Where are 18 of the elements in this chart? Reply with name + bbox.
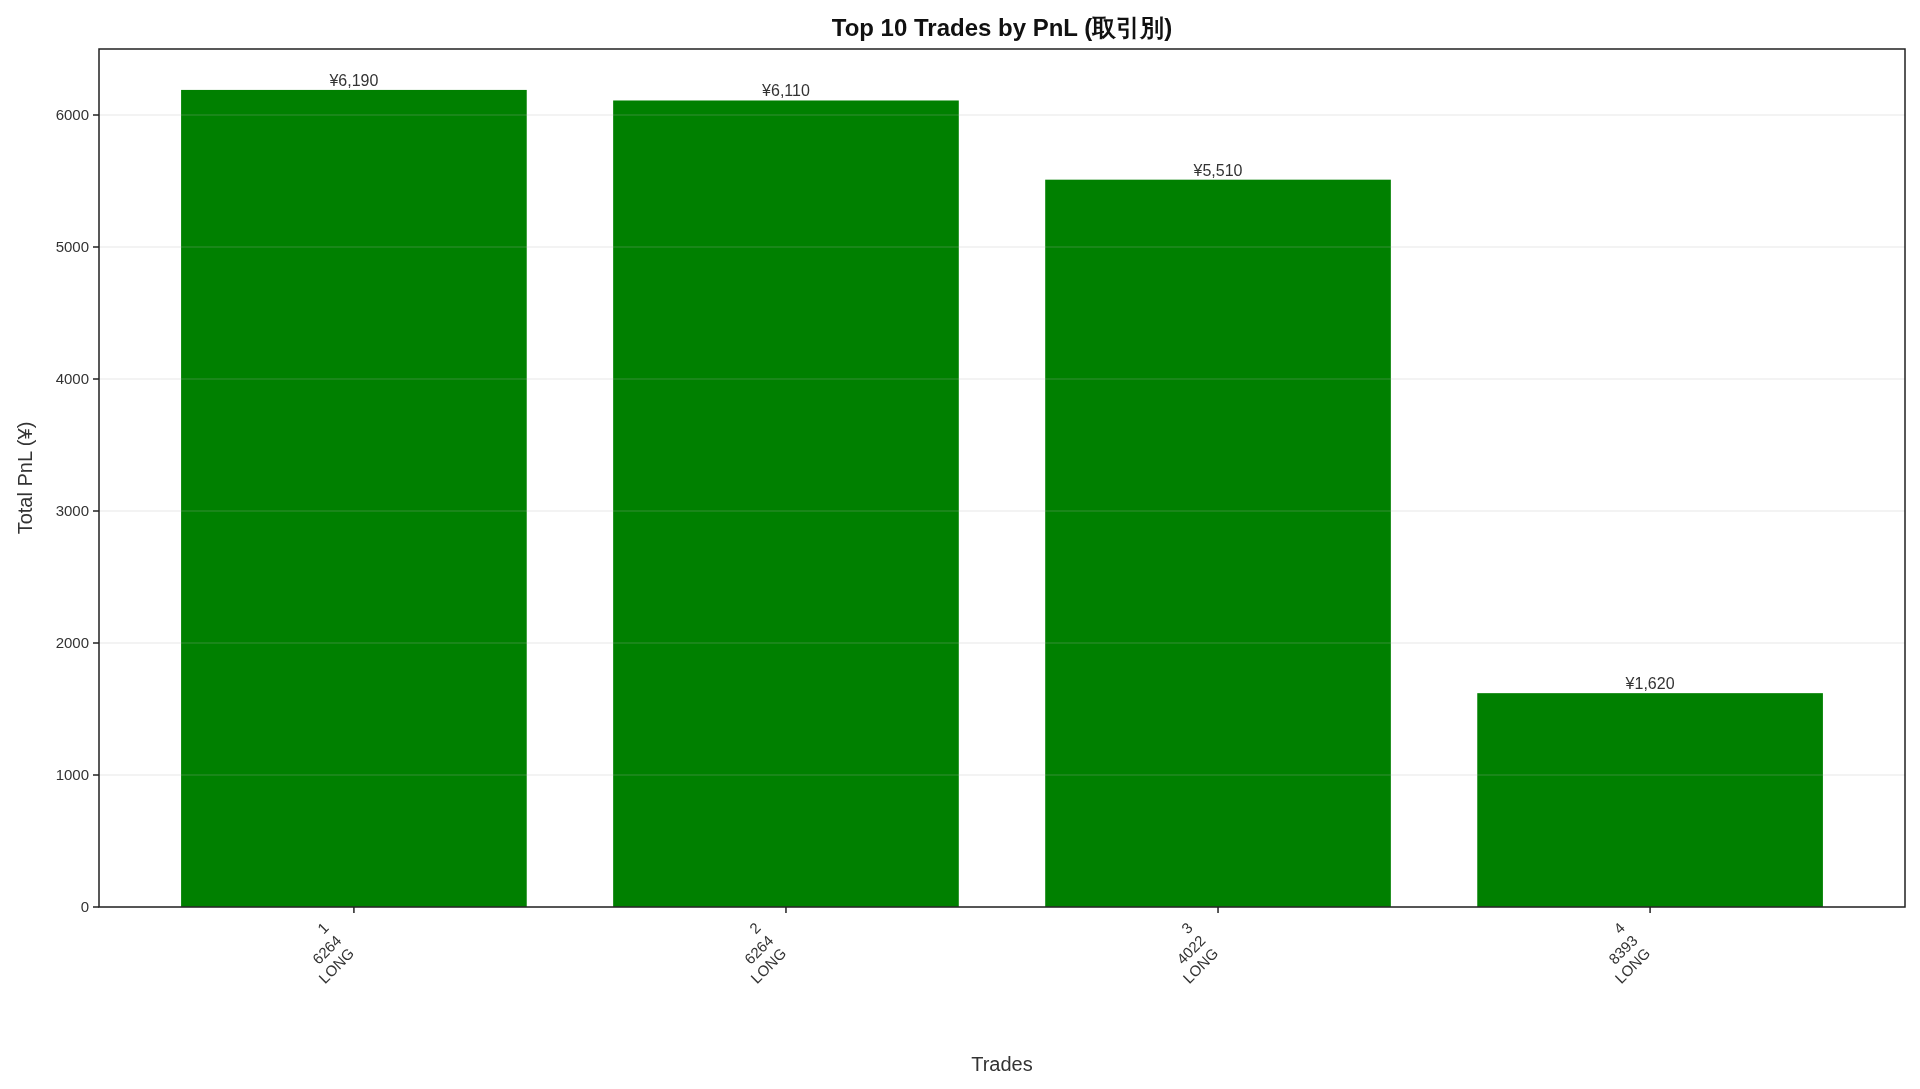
data-label: ¥5,510 [1192,161,1243,179]
y-tick-label: 3000 [55,502,89,520]
bar [1477,693,1823,907]
x-axis-title: Trades [971,1053,1033,1075]
y-tick-label: 2000 [55,634,89,652]
y-axis-title: Total PnL (¥) [14,421,36,535]
y-tick-label: 4000 [55,370,89,388]
bar [1045,179,1391,907]
y-tick-label: 1000 [55,766,89,784]
chart-title: Top 10 Trades by PnL (取引別) [831,14,1173,41]
bar [613,100,959,907]
y-tick-label: 6000 [55,106,89,124]
data-label: ¥1,620 [1624,675,1675,693]
y-tick-label: 5000 [55,238,89,256]
data-label: ¥6,190 [328,71,379,89]
data-label: ¥6,110 [761,82,810,100]
bar [181,89,527,907]
y-tick-label: 0 [80,898,89,916]
